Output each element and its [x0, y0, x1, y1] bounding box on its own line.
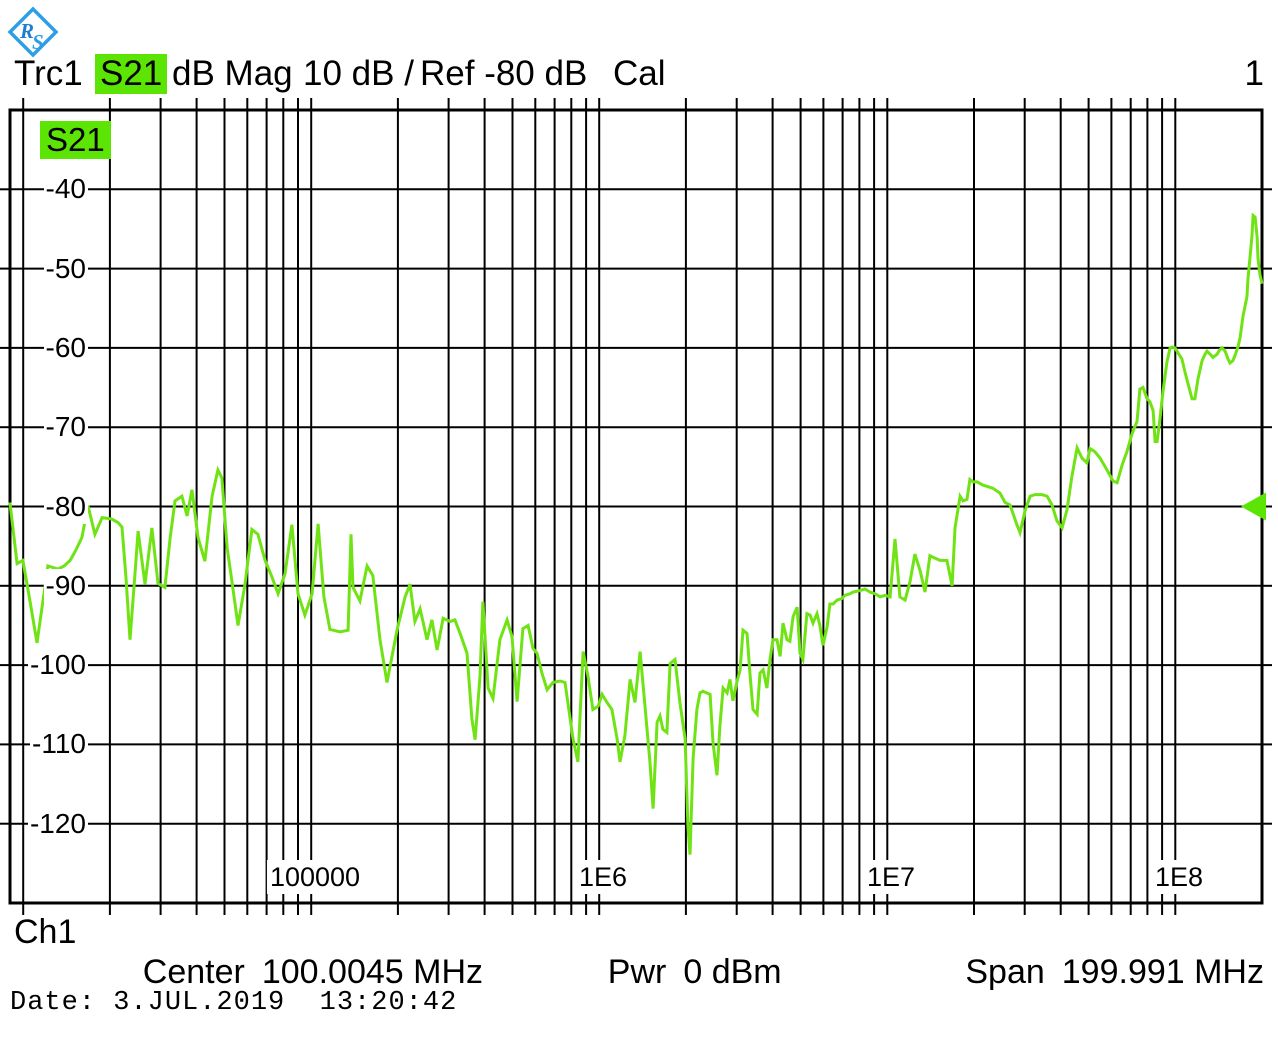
channel-label[interactable]: Ch1: [14, 913, 77, 951]
span-value: 199.991 MHz: [1061, 953, 1264, 991]
trace-ref-level[interactable]: Ref -80 dB: [420, 54, 588, 93]
power-value: 0 dBm: [683, 953, 782, 991]
trace-s21-line: [8, 212, 1264, 855]
trace-name[interactable]: Trc1: [14, 54, 83, 93]
center-label: Center: [142, 953, 245, 991]
span-setting[interactable]: Span 199.991 MHz: [928, 912, 1264, 991]
reference-level-marker-icon[interactable]: [1241, 492, 1266, 521]
date-time-stamp: Date: 3.JUL.2019 13:20:42: [10, 988, 458, 1018]
rs-logo-letter-r: R: [19, 19, 34, 43]
rs-logo-icon: R S: [7, 6, 59, 58]
trace-format[interactable]: dB Mag: [172, 54, 293, 93]
power-setting[interactable]: Pwr 0 dBm: [570, 912, 782, 991]
center-frequency-setting[interactable]: Center 100.0045 MHz: [105, 912, 483, 991]
cal-indicator: Cal: [613, 54, 666, 93]
center-value: 100.0045 MHz: [261, 953, 483, 991]
trace-scale-per-div[interactable]: 10 dB /: [303, 54, 414, 93]
window-number: 1: [1244, 54, 1264, 93]
trace-label-badge: S21: [40, 121, 111, 159]
trace-parameter-badge[interactable]: S21: [95, 54, 168, 94]
rs-logo-diamond: [7, 6, 59, 58]
power-label: Pwr: [607, 953, 667, 991]
rs-logo-letter-s: S: [32, 30, 44, 54]
span-label: Span: [965, 953, 1045, 991]
